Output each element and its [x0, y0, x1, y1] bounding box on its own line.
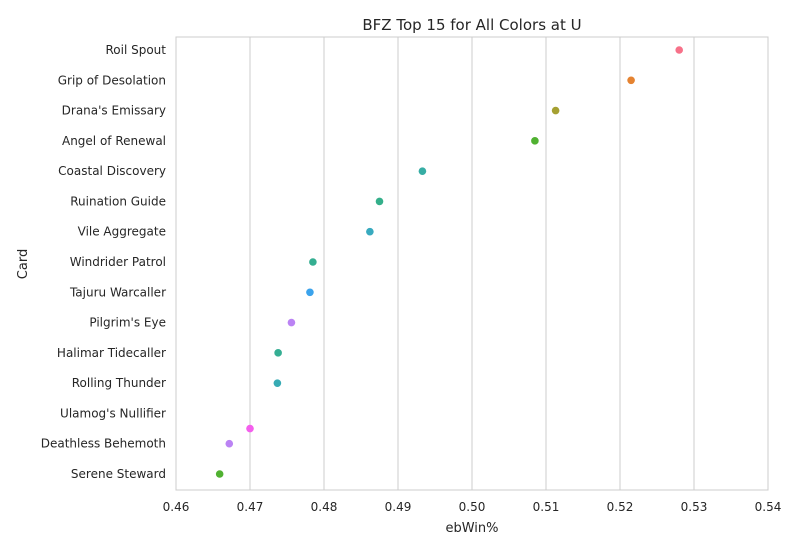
y-tick-label: Coastal Discovery: [58, 164, 166, 178]
y-tick-label: Tajuru Warcaller: [69, 285, 166, 299]
data-point: [627, 76, 635, 85]
y-tick-label: Rolling Thunder: [72, 376, 166, 390]
y-tick-label: Vile Aggregate: [78, 225, 166, 239]
y-axis-label: Card: [16, 249, 31, 279]
data-point: [306, 288, 314, 297]
plot-frame: [175, 36, 769, 491]
y-tick-labels: Roil Spout Grip of Desolation Drana's Emis…: [41, 43, 167, 481]
y-tick-label: Deathless Behemoth: [41, 437, 166, 451]
y-tick-label: Angel of Renewal: [62, 134, 166, 148]
y-tick-label: Roil Spout: [105, 43, 166, 57]
x-axis-label: ebWin%: [445, 521, 498, 536]
data-point: [366, 227, 374, 236]
x-tick-labels: 0.46 0.47 0.48 0.49 0.50 0.51 0.52 0.53 0.54: [163, 500, 782, 514]
data-point: [531, 137, 539, 145]
data-points: [215, 46, 683, 478]
y-tick-label: Ulamog's Nullifier: [60, 406, 166, 420]
x-tick-label: 0.48: [311, 500, 338, 514]
x-tick-label: 0.53: [681, 500, 708, 514]
x-tick-label: 0.54: [755, 500, 782, 514]
y-tick-label: Drana's Emissary: [62, 104, 166, 118]
data-point: [309, 258, 317, 266]
data-point: [225, 439, 234, 448]
data-point: [675, 46, 683, 54]
chart-title: BFZ Top 15 for All Colors at U: [362, 16, 581, 34]
y-tick-label: Grip of Desolation: [58, 73, 166, 87]
x-tick-label: 0.50: [459, 500, 486, 514]
x-tick-label: 0.47: [237, 500, 264, 514]
y-tick-label: Pilgrim's Eye: [89, 316, 166, 330]
data-point: [375, 197, 384, 206]
data-point: [215, 470, 224, 478]
data-point: [418, 167, 427, 175]
data-point: [551, 106, 560, 115]
y-tick-label: Windrider Patrol: [70, 255, 166, 269]
data-point: [287, 318, 296, 327]
x-tick-label: 0.49: [385, 500, 412, 514]
data-point: [273, 379, 282, 387]
gridlines: [175, 37, 769, 490]
y-tick-label: Serene Steward: [71, 467, 166, 481]
x-tick-label: 0.52: [607, 500, 634, 514]
data-point: [274, 349, 282, 357]
y-tick-label: Halimar Tidecaller: [57, 346, 166, 360]
x-tick-label: 0.46: [163, 500, 190, 514]
y-tick-label: Ruination Guide: [70, 194, 166, 208]
x-tick-label: 0.51: [533, 500, 560, 514]
data-point: [246, 424, 254, 433]
